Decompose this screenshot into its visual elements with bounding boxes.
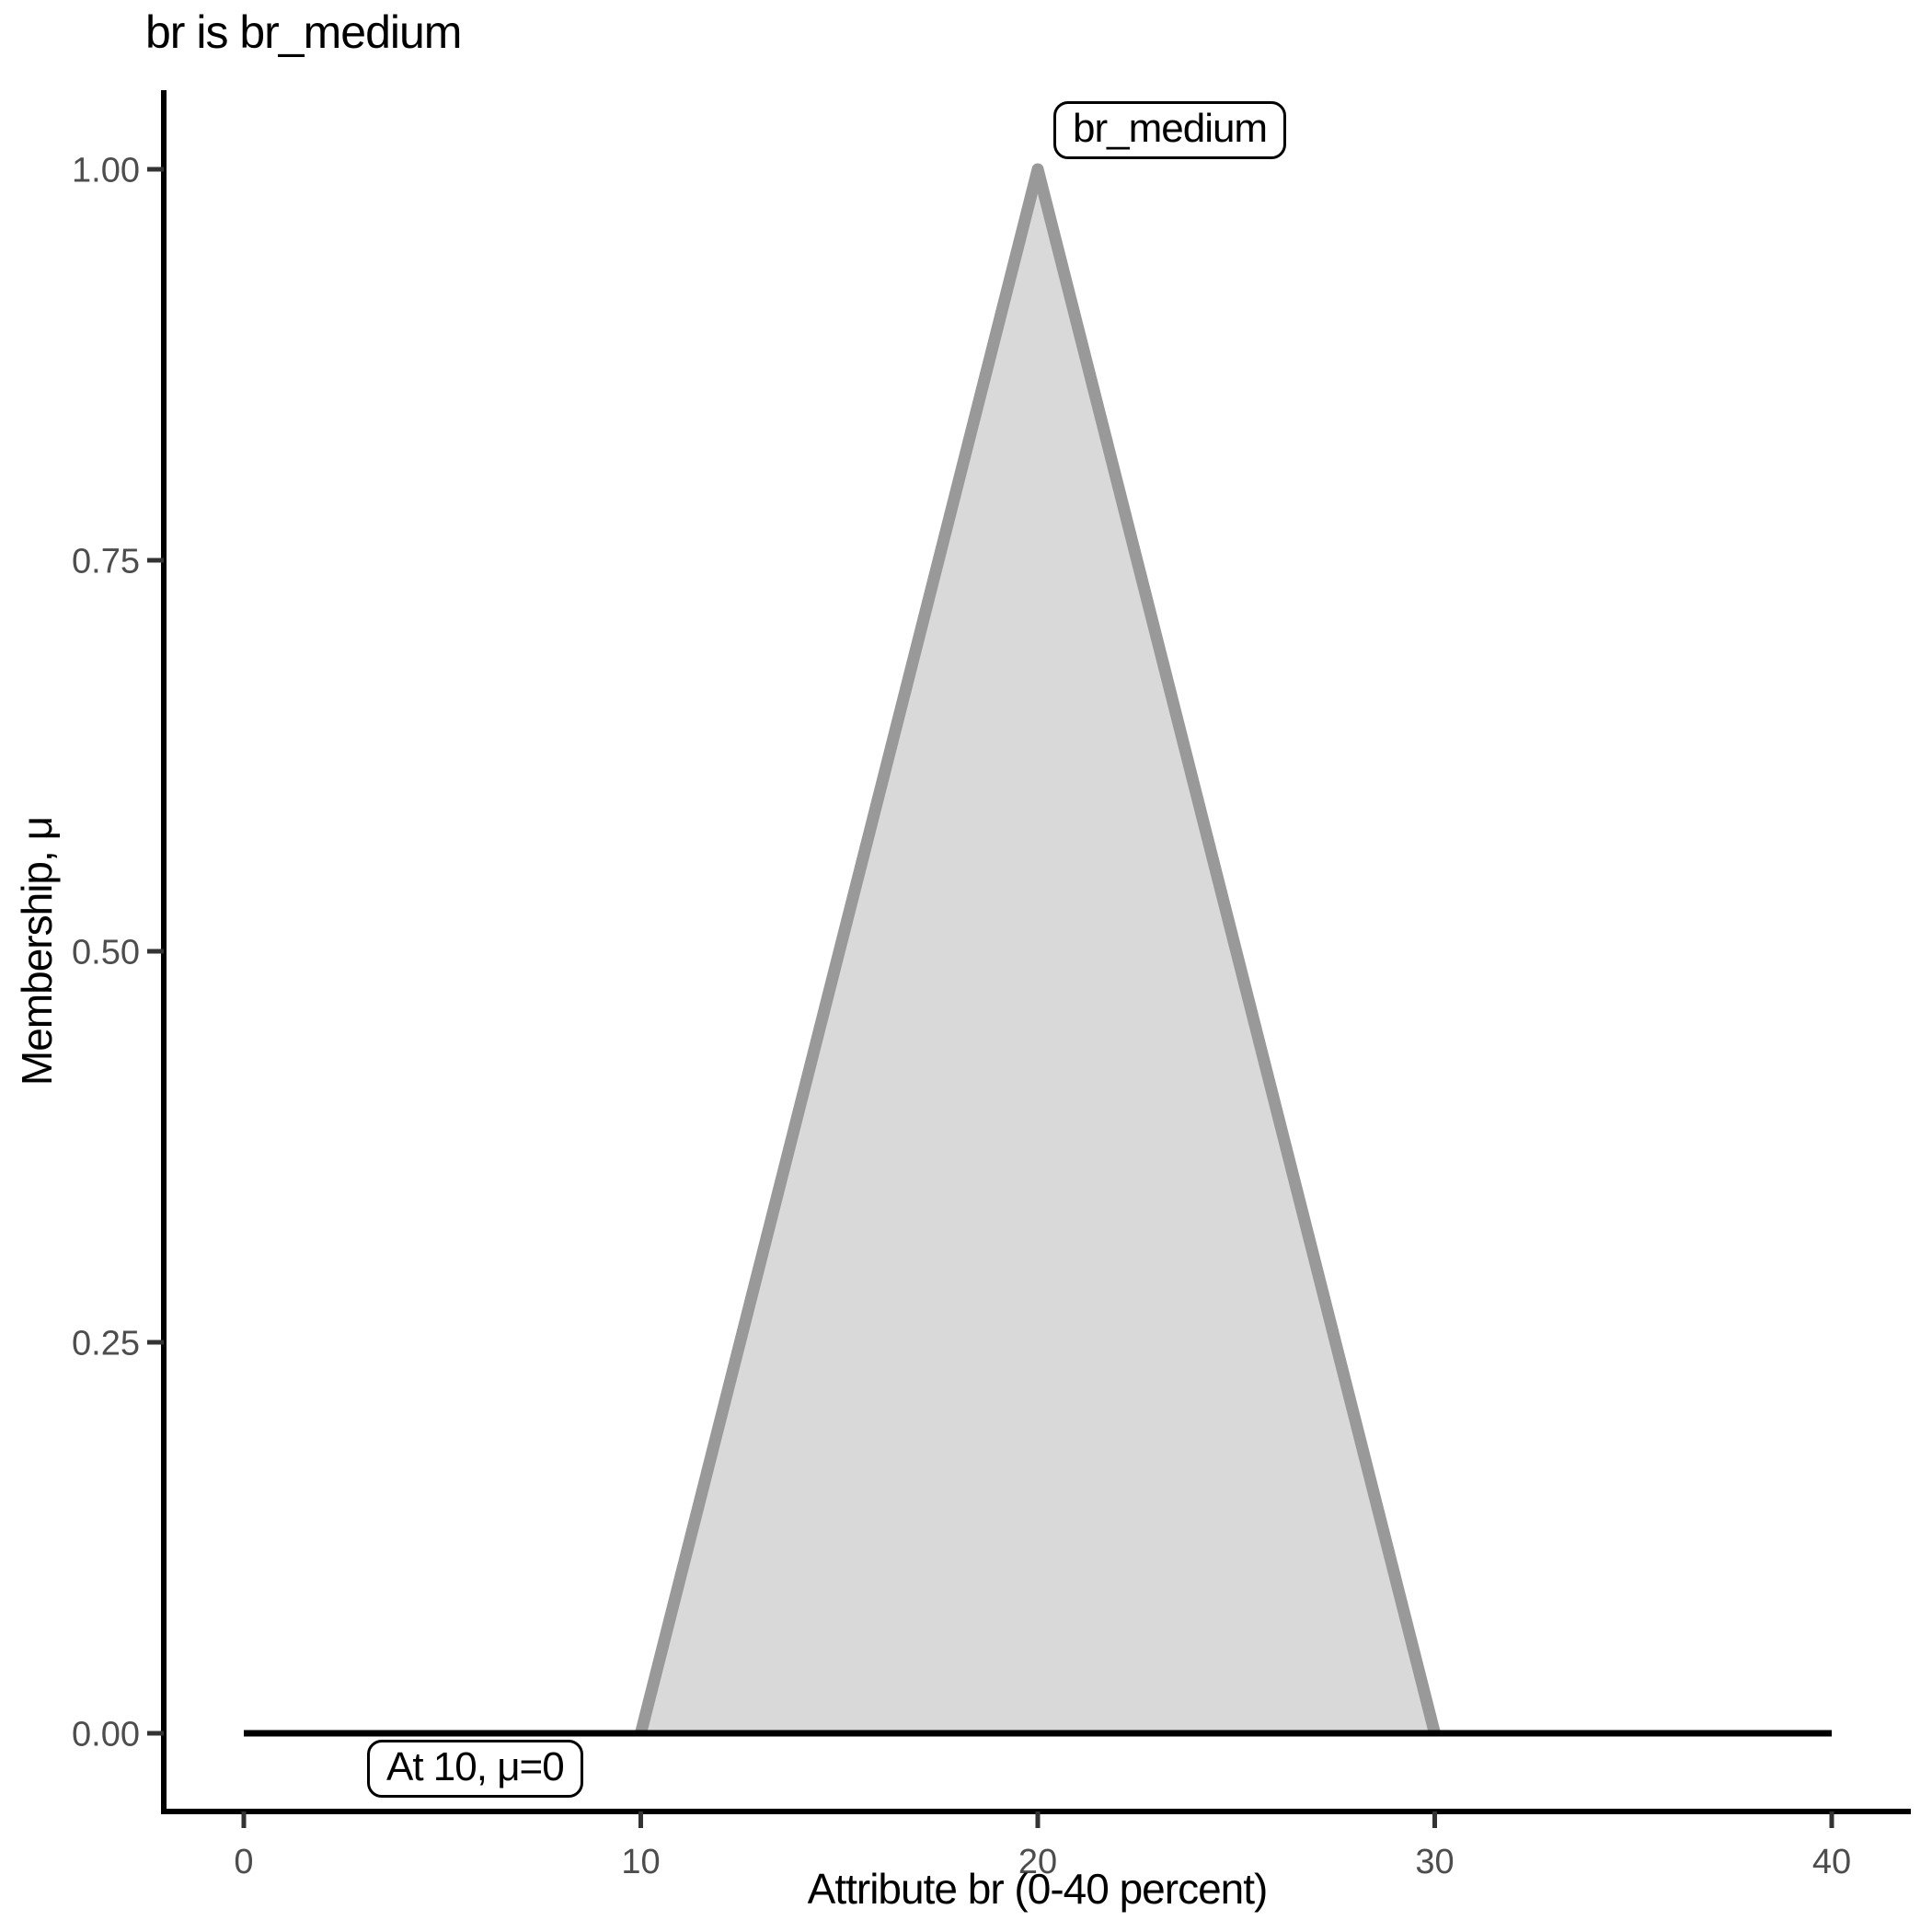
- chart-title: br is br_medium: [145, 6, 462, 58]
- y-tick-label: 0.25: [72, 1324, 140, 1363]
- membership-area: [244, 169, 1832, 1733]
- y-tick-label: 0.75: [72, 542, 140, 581]
- y-tick-label: 1.00: [72, 151, 140, 190]
- y-tick-label: 0.50: [72, 933, 140, 972]
- annotation-zero-label: At 10, μ=0: [367, 1740, 583, 1799]
- annotation-peak-label: br_medium: [1053, 101, 1287, 160]
- x-axis-title: Attribute br (0-40 percent): [807, 1865, 1269, 1913]
- x-tick-label: 30: [1415, 1843, 1454, 1881]
- x-tick-label: 10: [621, 1843, 660, 1881]
- x-tick-label: 40: [1812, 1843, 1851, 1881]
- membership-outline: [635, 163, 1441, 1735]
- x-tick-label: 20: [1018, 1843, 1057, 1881]
- y-tick-label: 0.00: [72, 1715, 140, 1754]
- x-tick-label: 0: [234, 1843, 253, 1881]
